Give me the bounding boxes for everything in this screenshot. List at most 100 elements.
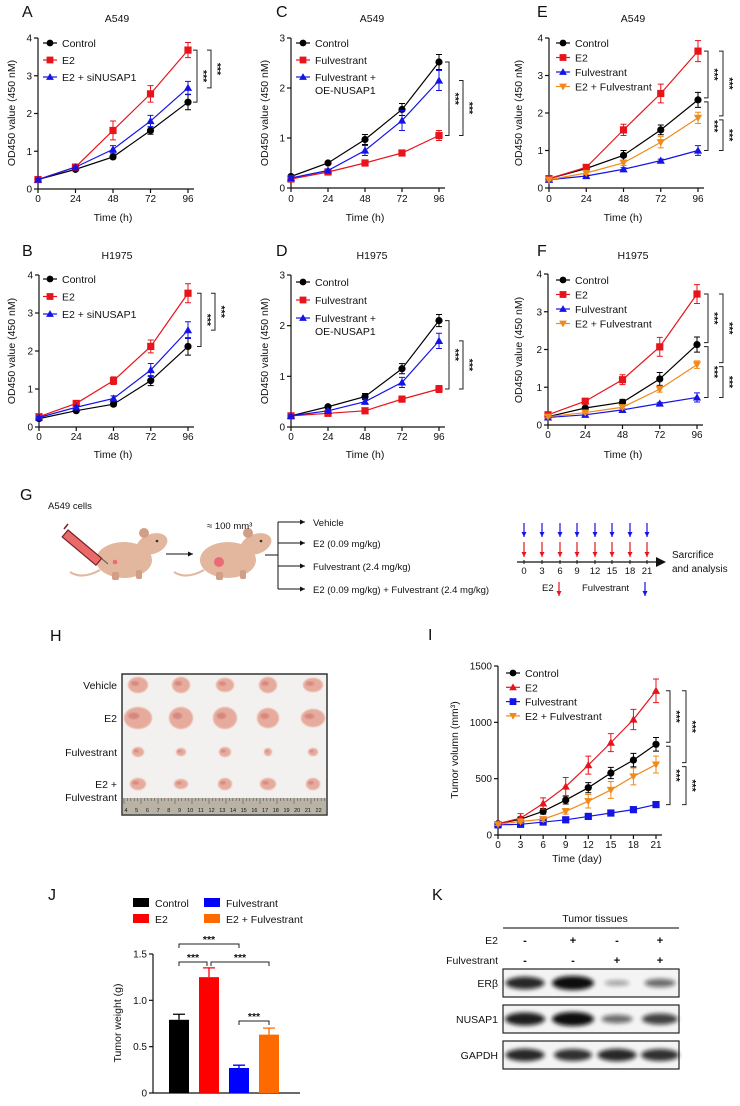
significance-label: *** [723,376,735,389]
data-point [361,407,369,415]
data-point [581,409,590,417]
bracket-line [210,961,270,966]
significance-label: *** [670,710,682,723]
timeline-arrowhead-icon [656,557,666,567]
legend-item: E2 [506,682,538,694]
arrow-right-icon [278,519,305,525]
legend-item: E2 [556,290,588,302]
bracket-line [704,346,709,398]
significance-bracket: *** [704,101,720,151]
bar-fulvestrant [229,1064,249,1093]
blot-band [554,1049,592,1061]
legend-label: E2 + Fulvestrant [575,82,652,94]
row-label: Fulvestrant [65,792,117,804]
significance-bracket: *** [704,346,720,398]
significance-bracket: *** [459,80,475,136]
e2-arrow-icon [609,542,615,557]
ruler-number: 12 [209,808,215,814]
chart-title: A549 [621,13,646,25]
legend-label: E2 + Fulvestrant [525,711,602,723]
significance-label: *** [201,314,213,327]
mouse-ear [139,528,149,538]
legend-fulvestrant-label: Fulvestrant [582,583,629,594]
legend-item: Fulvestrant +OE-NUSAP1 [296,313,376,338]
bar-e2 [199,967,219,1093]
series-line [497,743,657,825]
data-point [656,343,664,351]
tumor-sample [303,678,323,692]
x-axis-label: Time (day) [552,853,602,865]
cells-label: A549 cells [48,501,92,512]
data-point [46,293,54,300]
data-point [299,278,307,286]
data-point [361,159,369,167]
data-point [109,377,118,385]
fulvestrant-arrow-icon [627,523,633,537]
condition-sign: + [570,935,576,947]
significance-label: *** [708,68,720,81]
mouse-tail [69,569,101,577]
group-label: E2 (0.09 mg/kg) + Fulvestrant (2.4 mg/kg… [313,585,489,596]
mouse-eye [259,539,263,543]
ruler-number: 17 [262,808,268,814]
bracket-line [719,50,724,117]
series-e2-sinusap1 [33,80,193,183]
y-tick-label: 1 [279,372,285,383]
x-tick-label: 48 [359,432,371,443]
data-point [509,698,517,705]
data-point [657,89,665,98]
legend-label: Fulvestrant [226,898,278,910]
tumor-sample [219,747,231,757]
x-tick-label: 48 [359,194,371,205]
y-tick-label: 1 [27,385,33,396]
data-point [584,761,593,769]
timeline-day-label: 15 [607,566,618,577]
y-tick-label: 3 [279,271,285,282]
series-line [497,803,657,826]
y-tick-label: 3 [536,307,542,318]
data-point [655,399,664,407]
legend-swatch [133,914,149,923]
legend-label: E2 [525,682,538,694]
legend-item: Fulvestrant [556,304,627,316]
significance-label: *** [203,934,216,946]
significance-label: *** [197,70,209,83]
ruler-number: 8 [167,808,170,814]
x-tick-label: 24 [70,194,82,205]
data-point [493,821,503,829]
bracket-line [719,366,724,398]
panel-label: D [276,243,288,260]
significance-bracket: *** [445,61,461,136]
blot-band [505,1048,545,1062]
significance-label: *** [449,93,461,106]
significance-bracket: *** [682,690,698,764]
legend-item: Fulvestrant [204,898,278,910]
data-point [543,413,553,421]
mouse-leg [136,570,142,579]
data-point [618,398,627,406]
data-point [361,135,369,144]
legend-label: E2 + siNUSAP1 [62,309,137,321]
data-point [46,39,54,47]
tumor-sample [130,778,146,790]
legend-label: Fulvestrant + [315,313,376,325]
mouse-tail [173,569,205,577]
data-point [693,114,703,122]
blot-band [641,1049,679,1061]
data-point [323,166,333,174]
bar [169,1019,189,1093]
x-tick-label: 0 [288,432,294,443]
condition-sign: + [614,955,620,967]
data-point [360,397,370,405]
blot-band [601,1014,633,1024]
condition-sign: + [657,935,663,947]
data-point [656,156,665,164]
group-label: E2 (0.09 mg/kg) [313,539,381,550]
data-point [694,47,702,55]
y-tick-label: 0 [279,184,285,195]
significance-bracket: *** [211,292,227,331]
arrow-right-icon [278,563,305,569]
group-label: Vehicle [313,518,344,529]
legend-label: OE-NUSAP1 [315,326,376,338]
bracket-line [704,50,709,99]
